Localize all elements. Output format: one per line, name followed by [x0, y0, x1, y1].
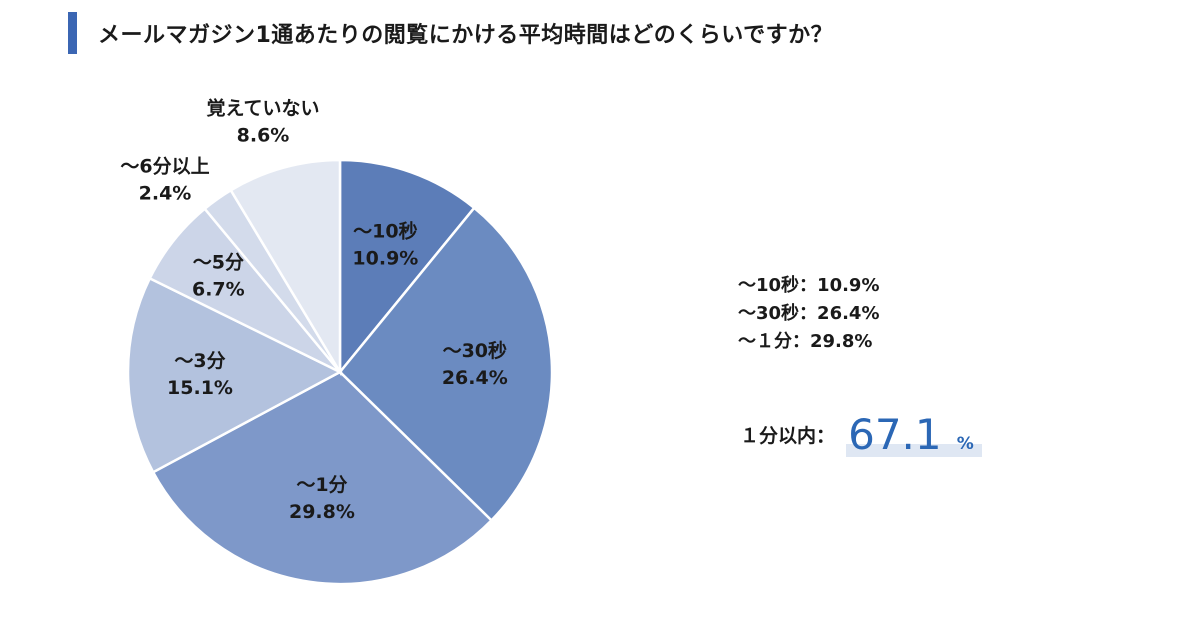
total-callout: １分以内： 67.1 % — [740, 410, 982, 459]
slice-value-label: 10.9% — [352, 247, 418, 269]
slice-dont-remember — [229, 158, 342, 377]
slice-1min — [151, 370, 494, 586]
slice-label: 〜1分 29.8% — [289, 474, 355, 523]
total-value: 67.1 — [848, 410, 942, 459]
slice-category-label: 〜6分以上 — [120, 156, 209, 178]
slice-value-label: 6.7% — [192, 278, 245, 300]
slice-label: 覚えていない 8.6% — [206, 97, 319, 147]
slice-category-label: 〜10秒 — [353, 219, 417, 242]
summary-list: 〜10秒：10.9% 〜30秒：26.4% 〜１分：29.8% — [738, 272, 880, 356]
slice-label: 〜10秒 10.9% — [352, 219, 418, 269]
chart-title: メールマガジン1通あたりの閲覧にかける平均時間はどのくらいですか？ — [98, 23, 834, 48]
slice-category-label: 〜5分 — [193, 251, 244, 273]
total-highlight — [846, 444, 982, 457]
slice-label: 〜5分 6.7% — [192, 251, 245, 300]
total-unit: % — [956, 434, 974, 454]
slice-label: 〜6分以上 2.4% — [120, 156, 209, 205]
summary-line: 〜１分：29.8% — [738, 331, 873, 352]
slice-10sec — [338, 158, 476, 376]
slice-category-label: 〜3分 — [174, 350, 225, 372]
slice-label: 〜30秒 26.4% — [442, 339, 508, 389]
slice-value-label: 8.6% — [237, 125, 290, 147]
slice-label: 〜3分 15.1% — [167, 350, 233, 399]
total-value-box: 67.1 % — [846, 410, 982, 459]
total-label: １分以内： — [740, 425, 836, 447]
slice-30sec — [338, 206, 554, 523]
title-accent-bar — [68, 12, 77, 54]
summary-line: 〜30秒：26.4% — [738, 303, 880, 324]
slice-3min — [126, 276, 343, 474]
slice-category-label: 〜30秒 — [443, 339, 507, 362]
summary-line: 〜10秒：10.9% — [738, 275, 880, 296]
slice-value-label: 29.8% — [289, 501, 355, 523]
slice-value-label: 15.1% — [167, 377, 233, 399]
slice-value-label: 2.4% — [139, 183, 192, 205]
slice-value-label: 26.4% — [442, 367, 508, 389]
slice-category-label: 〜1分 — [296, 474, 347, 496]
slice-category-label: 覚えていない — [206, 97, 319, 120]
